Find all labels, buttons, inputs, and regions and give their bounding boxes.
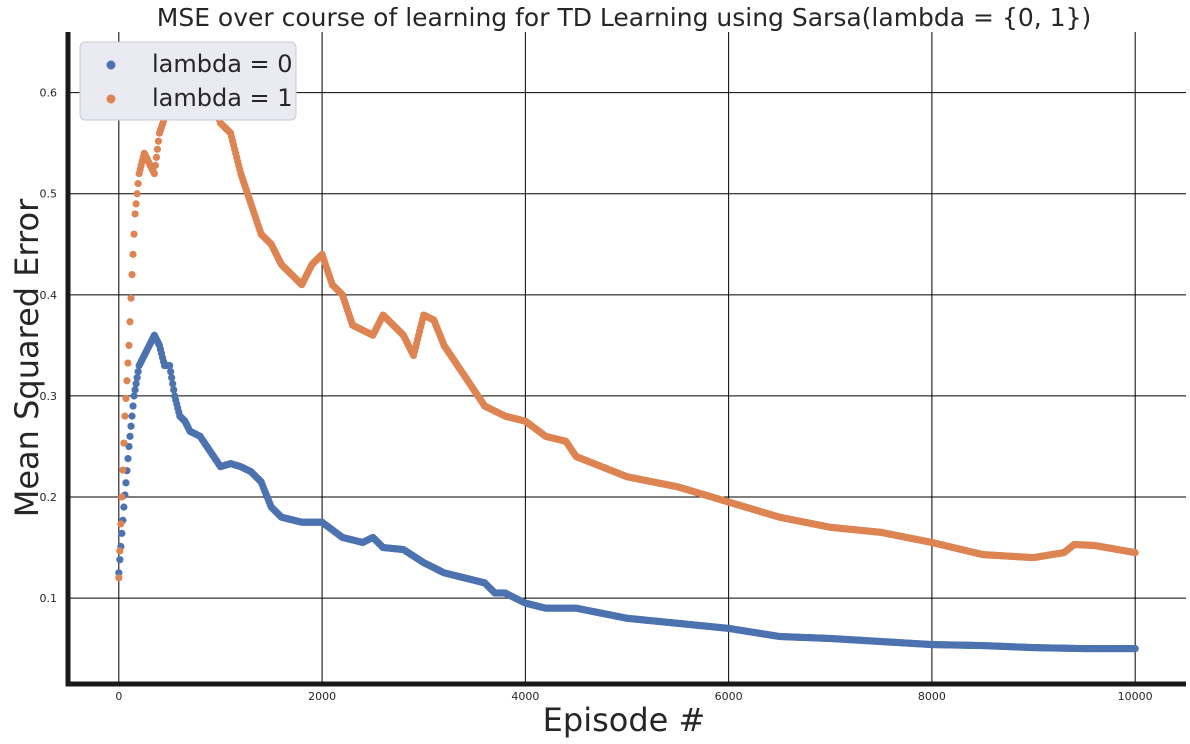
data-point-lambda-1 — [126, 318, 134, 326]
data-point-lambda-0 — [127, 422, 135, 430]
data-point-lambda-0 — [118, 529, 126, 537]
data-point-lambda-0 — [115, 569, 123, 577]
data-point-lambda-1 — [132, 200, 140, 208]
data-point-lambda-1 — [121, 412, 129, 420]
data-point-lambda-1 — [117, 520, 125, 528]
data-point-lambda-0 — [132, 380, 140, 388]
legend-label-lambda-1: lambda = 1 — [152, 84, 293, 112]
data-point-lambda-1 — [118, 493, 126, 501]
data-point-lambda-1 — [123, 377, 131, 385]
data-point-lambda-0 — [134, 368, 142, 376]
data-point-lambda-0 — [131, 386, 139, 394]
x-tick-label: 0 — [115, 690, 122, 703]
data-point-lambda-1 — [133, 190, 141, 198]
data-point-lambda-1 — [152, 153, 161, 161]
legend-marker-lambda-0 — [106, 60, 116, 70]
x-axis-label: Episode # — [543, 701, 706, 739]
y-tick-label: 0.6 — [40, 87, 58, 100]
chart-title: MSE over course of learning for TD Learn… — [157, 3, 1091, 32]
x-tick-label: 4000 — [511, 690, 539, 703]
data-point-lambda-1 — [119, 466, 127, 474]
y-axis-label: Mean Squared Error — [8, 198, 46, 517]
y-tick-labels: 0.1 0.2 0.3 0.4 0.5 0.6 — [40, 87, 58, 605]
data-point-lambda-0 — [122, 479, 130, 487]
data-point-lambda-0 — [126, 432, 134, 440]
data-point-lambda-0 — [125, 442, 133, 451]
data-point-lambda-0 — [124, 454, 132, 463]
data-point-lambda-1 — [154, 137, 163, 145]
data-point-lambda-1 — [127, 294, 135, 302]
legend-box — [79, 41, 297, 121]
data-point-lambda-1 — [131, 210, 139, 218]
y-tick-label: 0.1 — [40, 592, 58, 605]
data-point-lambda-0 — [116, 556, 124, 564]
y-gridlines — [68, 92, 1186, 599]
legend-label-lambda-0: lambda = 0 — [152, 50, 293, 78]
y-tick-label: 0.5 — [40, 188, 58, 201]
data-point-lambda-1 — [115, 574, 123, 582]
x-tick-label: 6000 — [715, 690, 743, 703]
data-point-lambda-1 — [129, 250, 137, 258]
data-point-lambda-0 — [170, 386, 178, 394]
data-point-lambda-0 — [130, 392, 138, 400]
data-point-lambda-1 — [153, 145, 162, 153]
data-point-lambda-0 — [128, 412, 136, 420]
data-point-lambda-1 — [134, 180, 142, 188]
data-point-lambda-1 — [116, 547, 124, 555]
data-point-lambda-0 — [129, 402, 137, 410]
data-point-lambda-1 — [124, 359, 132, 367]
data-point-lambda-0 — [1131, 645, 1139, 653]
data-point-lambda-1 — [150, 169, 158, 178]
data-point-lambda-0 — [169, 380, 177, 388]
data-point-lambda-1 — [130, 230, 138, 238]
data-point-lambda-0 — [167, 368, 175, 376]
data-point-lambda-1 — [1131, 548, 1139, 557]
data-point-lambda-1 — [122, 394, 130, 403]
data-point-lambda-0 — [133, 374, 141, 382]
data-point-lambda-1 — [128, 271, 136, 279]
x-tick-label: 8000 — [918, 690, 946, 703]
x-gridlines — [118, 32, 1136, 684]
y-tick-label: 0.4 — [40, 289, 58, 302]
data-point-lambda-0 — [166, 361, 174, 370]
x-tick-label: 10000 — [1118, 690, 1153, 703]
data-point-lambda-1 — [120, 439, 128, 447]
y-tick-label: 0.3 — [40, 390, 58, 403]
x-tick-label: 2000 — [308, 690, 336, 703]
data-point-lambda-1 — [151, 161, 160, 170]
data-point-lambda-0 — [168, 374, 176, 382]
x-tick-labels: 0 2000 4000 6000 8000 10000 — [115, 690, 1152, 703]
y-tick-label: 0.2 — [40, 491, 58, 504]
legend: lambda = 0 lambda = 1 — [79, 41, 297, 121]
series-lambda-0 — [115, 331, 1139, 653]
legend-marker-lambda-1 — [106, 94, 116, 104]
data-point-lambda-0 — [120, 503, 128, 511]
data-point-lambda-1 — [125, 341, 133, 349]
